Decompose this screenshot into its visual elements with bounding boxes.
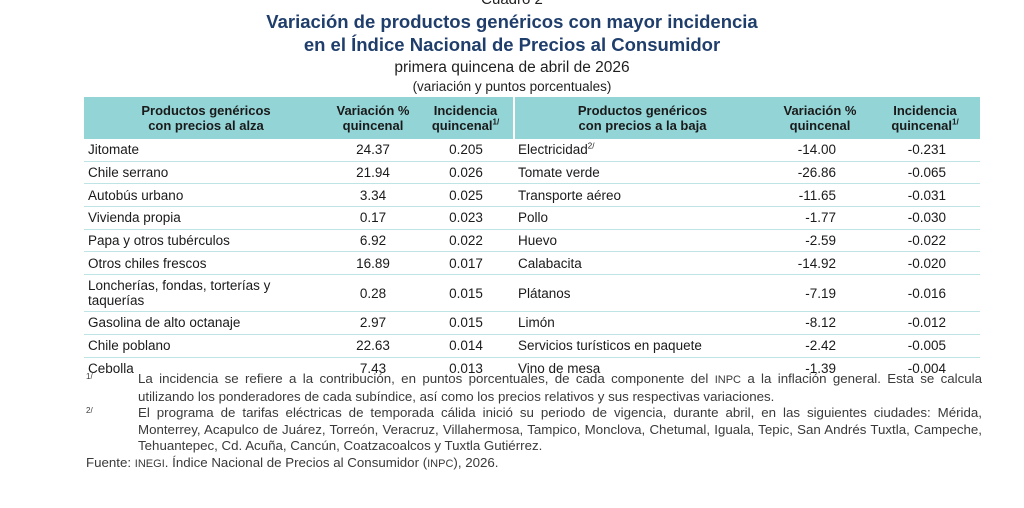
header-up-variation: Variación % quincenal [328,97,418,139]
table-units: (variación y puntos porcentuales) [412,79,612,94]
down-variation-cell: -14.00 [770,139,870,162]
down-incidence-cell: -0.012 [870,311,980,335]
table-body: Jitomate 24.37 0.205 Electricidad2/-14.00 -0… [84,139,980,379]
down-product-cell: Vino de mesa [518,360,601,376]
down-product-cell: Huevo [514,229,770,253]
down-product-cell: Limón [514,311,770,335]
down-variation-cell: -11.65 [770,183,870,208]
footnote-2: 2/ El programa de tarifas eléctricas de … [86,405,982,453]
up-variation-cell: 2.97 [328,311,418,335]
down-variation-cell: -1.39 [805,360,836,376]
header-up-incidence: Incidencia quincenal1/ [418,97,514,139]
up-product-cell: Papa y otros tubérculos [84,229,328,253]
table-row: Jitomate 24.37 0.205 Electricidad2/-14.00 -0… [84,139,980,162]
down-incidence-cell: -0.004 [907,360,946,376]
down-product-cell: Pollo [514,206,770,230]
table-row: Vivienda propia 0.17 0.023 Pollo -1.77 -0.030 [84,206,980,230]
down-incidence-cell: -0.231 [870,139,980,162]
down-product-cell: Calabacita [514,251,770,276]
table-row: Papa y otros tubérculos 6.92 0.022 Huevo -2.… [84,229,980,253]
up-product-cell: Jitomate [84,139,328,162]
up-variation-cell: 0.17 [328,206,418,230]
down-product-cell: Plátanos [514,274,770,313]
table-row: Otros chiles frescos 16.89 0.017 Calabacita… [84,251,980,276]
down-variation-cell: -26.86 [770,161,870,185]
up-product-cell: Otros chiles frescos [84,251,328,276]
up-variation-cell: 0.28 [328,274,418,313]
table-row: Chile serrano 21.94 0.026 Tomate verde -26.8… [84,161,980,185]
header-down-incidence: Incidencia quincenal1/ [870,97,980,139]
table-title-line2: en el Índice Nacional de Precios al Cons… [303,34,721,55]
up-incidence-cell: 0.017 [418,251,514,276]
down-product-cell: Transporte aéreo [514,183,770,208]
up-incidence-cell: 0.023 [418,206,514,230]
up-product-cell: Autobús urbano [84,183,328,208]
up-incidence-cell: 0.205 [418,139,514,162]
down-variation-cell: -8.12 [770,311,870,335]
footnote-1-mark: 1/ [86,372,93,381]
table-row: Loncherías, fondas, torterías y taquería… [84,274,980,313]
down-variation-cell: -14.92 [770,251,870,276]
up-variation-cell: 21.94 [328,161,418,185]
up-product-cell: Chile poblano [84,334,328,358]
up-incidence-cell: 0.026 [418,161,514,185]
up-variation-cell: 7.43 [359,360,387,376]
source-line: Fuente: INEGI. Índice Nacional de Precio… [86,454,499,470]
table-number: Cuadro 2 [0,0,1024,8]
up-product-cell: Gasolina de alto octanaje [84,311,328,335]
down-variation-cell: -2.42 [770,334,870,358]
up-product-cell: Loncherías, fondas, torterías y taquería… [84,274,328,313]
up-variation-cell: 6.92 [328,229,418,253]
up-incidence-cell: 0.014 [418,334,514,358]
footnotes: 1/ La incidencia se refiere a la contrib… [86,371,982,472]
down-variation-cell: -1.77 [770,206,870,230]
footnote-mark: 1/ [492,117,500,127]
footnote-2-mark: 2/ [86,406,93,415]
table-row: Autobús urbano 3.34 0.025 Transporte aéreo -… [84,183,980,208]
up-product-cell: Cebolla [88,360,134,376]
up-variation-cell: 24.37 [328,139,418,162]
up-incidence-cell: 0.022 [418,229,514,253]
up-variation-cell: 22.63 [328,334,418,358]
incidence-table: Productos genéricos con precios al alza V… [84,97,980,379]
up-incidence-cell: 0.015 [418,274,514,313]
table-title-line1: Variación de productos genéricos con may… [266,11,758,32]
down-product-cell: Electricidad2/ [514,139,770,162]
up-variation-cell: 16.89 [328,251,418,276]
down-incidence-cell: -0.016 [870,274,980,313]
up-product-cell: Chile serrano [84,161,328,185]
down-product-cell: Tomate verde [514,161,770,185]
down-incidence-cell: -0.065 [870,161,980,185]
table-subtitle: primera quincena de abril de 2026 [394,59,630,76]
header-up-products: Productos genéricos con precios al alza [84,97,328,139]
header-down-products: Productos genéricos con precios a la baja [513,97,770,139]
down-variation-cell: -2.59 [770,229,870,253]
down-product-cell: Servicios turísticos en paquete [514,334,770,358]
up-incidence-cell: 0.025 [418,183,514,208]
header-down-variation: Variación % quincenal [770,97,870,139]
up-incidence-cell: 0.013 [449,360,483,376]
table-header-row: Productos genéricos con precios al alza V… [84,97,980,139]
down-incidence-cell: -0.020 [870,251,980,276]
up-product-cell: Vivienda propia [84,206,328,230]
footnote-mark: 1/ [952,117,959,127]
table-row: Gasolina de alto octanaje 2.97 0.015 Limón -… [84,311,980,335]
footnote-mark: 2/ [587,141,595,151]
table-row: Chile poblano 22.63 0.014 Servicios turísti… [84,334,980,358]
up-variation-cell: 3.34 [328,183,418,208]
down-incidence-cell: -0.022 [870,229,980,253]
up-incidence-cell: 0.015 [418,311,514,335]
down-incidence-cell: -0.031 [870,183,980,208]
down-incidence-cell: -0.005 [870,334,980,358]
table-row: Cebolla 7.43 0.013 Vino de mesa -1.39 -0.004 [84,357,980,379]
down-incidence-cell: -0.030 [870,206,980,230]
down-variation-cell: -7.19 [770,274,870,313]
footnote-1: 1/ La incidencia se refiere a la contrib… [86,371,982,404]
